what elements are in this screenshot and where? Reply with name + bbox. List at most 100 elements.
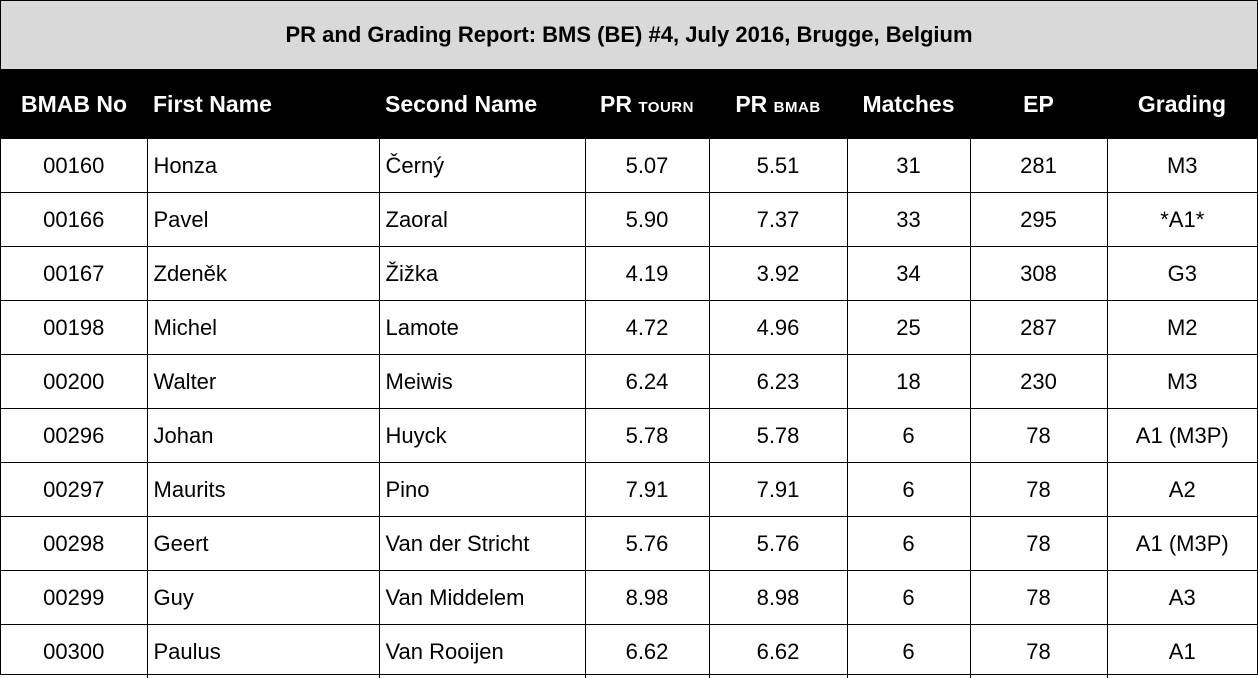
cell-pr-bmab: 4.96 bbox=[709, 301, 847, 355]
cell-first-name: Honza bbox=[147, 139, 379, 193]
cell-pr-tourn: 5.76 bbox=[585, 517, 709, 571]
cell-second-name: Pino bbox=[379, 463, 585, 517]
cell-ep: 78 bbox=[970, 625, 1107, 678]
cell-grading: A1 (M3P) bbox=[1107, 409, 1257, 463]
title-row: PR and Grading Report: BMS (BE) #4, July… bbox=[1, 1, 1257, 70]
cell-pr-bmab: 6.23 bbox=[709, 355, 847, 409]
cell-ep: 78 bbox=[970, 463, 1107, 517]
cell-second-name: Žižka bbox=[379, 247, 585, 301]
cell-matches: 6 bbox=[847, 625, 970, 678]
cell-first-name: Paulus bbox=[147, 625, 379, 678]
header-pr-bmab-prefix: PR bbox=[735, 91, 767, 117]
cell-ep: 308 bbox=[970, 247, 1107, 301]
header-pr-bmab: PR BMAB bbox=[709, 70, 847, 139]
cell-pr-tourn: 6.62 bbox=[585, 625, 709, 678]
cell-ep: 78 bbox=[970, 409, 1107, 463]
cell-bmab-no: 00296 bbox=[1, 409, 147, 463]
cell-grading: M3 bbox=[1107, 355, 1257, 409]
cell-pr-tourn: 7.91 bbox=[585, 463, 709, 517]
header-row: BMAB No First Name Second Name PR TOURN … bbox=[1, 70, 1257, 139]
header-ep: EP bbox=[970, 70, 1107, 139]
cell-bmab-no: 00167 bbox=[1, 247, 147, 301]
cell-pr-bmab: 5.78 bbox=[709, 409, 847, 463]
cell-grading: G3 bbox=[1107, 247, 1257, 301]
cell-grading: M3 bbox=[1107, 139, 1257, 193]
cell-matches: 6 bbox=[847, 409, 970, 463]
cell-pr-bmab: 8.98 bbox=[709, 571, 847, 625]
cell-second-name: Lamote bbox=[379, 301, 585, 355]
cell-first-name: Geert bbox=[147, 517, 379, 571]
cell-first-name: Johan bbox=[147, 409, 379, 463]
header-second-name: Second Name bbox=[379, 70, 585, 139]
cell-matches: 6 bbox=[847, 517, 970, 571]
cell-pr-bmab: 3.92 bbox=[709, 247, 847, 301]
cell-pr-tourn: 4.19 bbox=[585, 247, 709, 301]
cell-matches: 18 bbox=[847, 355, 970, 409]
cell-bmab-no: 00160 bbox=[1, 139, 147, 193]
cell-ep: 78 bbox=[970, 517, 1107, 571]
cell-pr-tourn: 5.90 bbox=[585, 193, 709, 247]
cell-bmab-no: 00297 bbox=[1, 463, 147, 517]
cell-second-name: Van der Stricht bbox=[379, 517, 585, 571]
cell-pr-bmab: 6.62 bbox=[709, 625, 847, 678]
cell-bmab-no: 00166 bbox=[1, 193, 147, 247]
cell-first-name: Michel bbox=[147, 301, 379, 355]
cell-grading: M2 bbox=[1107, 301, 1257, 355]
cell-second-name: Černý bbox=[379, 139, 585, 193]
header-bmab-no: BMAB No bbox=[1, 70, 147, 139]
cell-first-name: Guy bbox=[147, 571, 379, 625]
header-first-name: First Name bbox=[147, 70, 379, 139]
cell-pr-bmab: 7.91 bbox=[709, 463, 847, 517]
cell-pr-tourn: 8.98 bbox=[585, 571, 709, 625]
header-matches: Matches bbox=[847, 70, 970, 139]
cell-grading: A1 (M3P) bbox=[1107, 517, 1257, 571]
cell-matches: 31 bbox=[847, 139, 970, 193]
cell-pr-tourn: 6.24 bbox=[585, 355, 709, 409]
cell-grading: A3 bbox=[1107, 571, 1257, 625]
cell-bmab-no: 00200 bbox=[1, 355, 147, 409]
cell-matches: 25 bbox=[847, 301, 970, 355]
cell-ep: 295 bbox=[970, 193, 1107, 247]
cell-grading: A2 bbox=[1107, 463, 1257, 517]
cell-ep: 281 bbox=[970, 139, 1107, 193]
cell-pr-tourn: 5.78 bbox=[585, 409, 709, 463]
cell-second-name: Huyck bbox=[379, 409, 585, 463]
header-pr-tourn-suffix: TOURN bbox=[638, 99, 694, 116]
cell-pr-tourn: 4.72 bbox=[585, 301, 709, 355]
cell-matches: 6 bbox=[847, 463, 970, 517]
cell-grading: A1 bbox=[1107, 625, 1257, 678]
cell-grading: *A1* bbox=[1107, 193, 1257, 247]
cell-first-name: Maurits bbox=[147, 463, 379, 517]
cell-ep: 78 bbox=[970, 571, 1107, 625]
header-pr-bmab-suffix: BMAB bbox=[774, 99, 821, 116]
header-pr-tourn: PR TOURN bbox=[585, 70, 709, 139]
cell-bmab-no: 00298 bbox=[1, 517, 147, 571]
cell-bmab-no: 00300 bbox=[1, 625, 147, 678]
cell-first-name: Walter bbox=[147, 355, 379, 409]
cell-first-name: Zdeněk bbox=[147, 247, 379, 301]
cell-second-name: Zaoral bbox=[379, 193, 585, 247]
header-pr-tourn-prefix: PR bbox=[600, 91, 632, 117]
cell-pr-tourn: 5.07 bbox=[585, 139, 709, 193]
cell-pr-bmab: 5.51 bbox=[709, 139, 847, 193]
cell-second-name: Meiwis bbox=[379, 355, 585, 409]
report-title: PR and Grading Report: BMS (BE) #4, July… bbox=[1, 1, 1257, 70]
cell-ep: 287 bbox=[970, 301, 1107, 355]
cell-pr-bmab: 5.76 bbox=[709, 517, 847, 571]
cell-second-name: Van Rooijen bbox=[379, 625, 585, 678]
cell-matches: 34 bbox=[847, 247, 970, 301]
cell-pr-bmab: 7.37 bbox=[709, 193, 847, 247]
